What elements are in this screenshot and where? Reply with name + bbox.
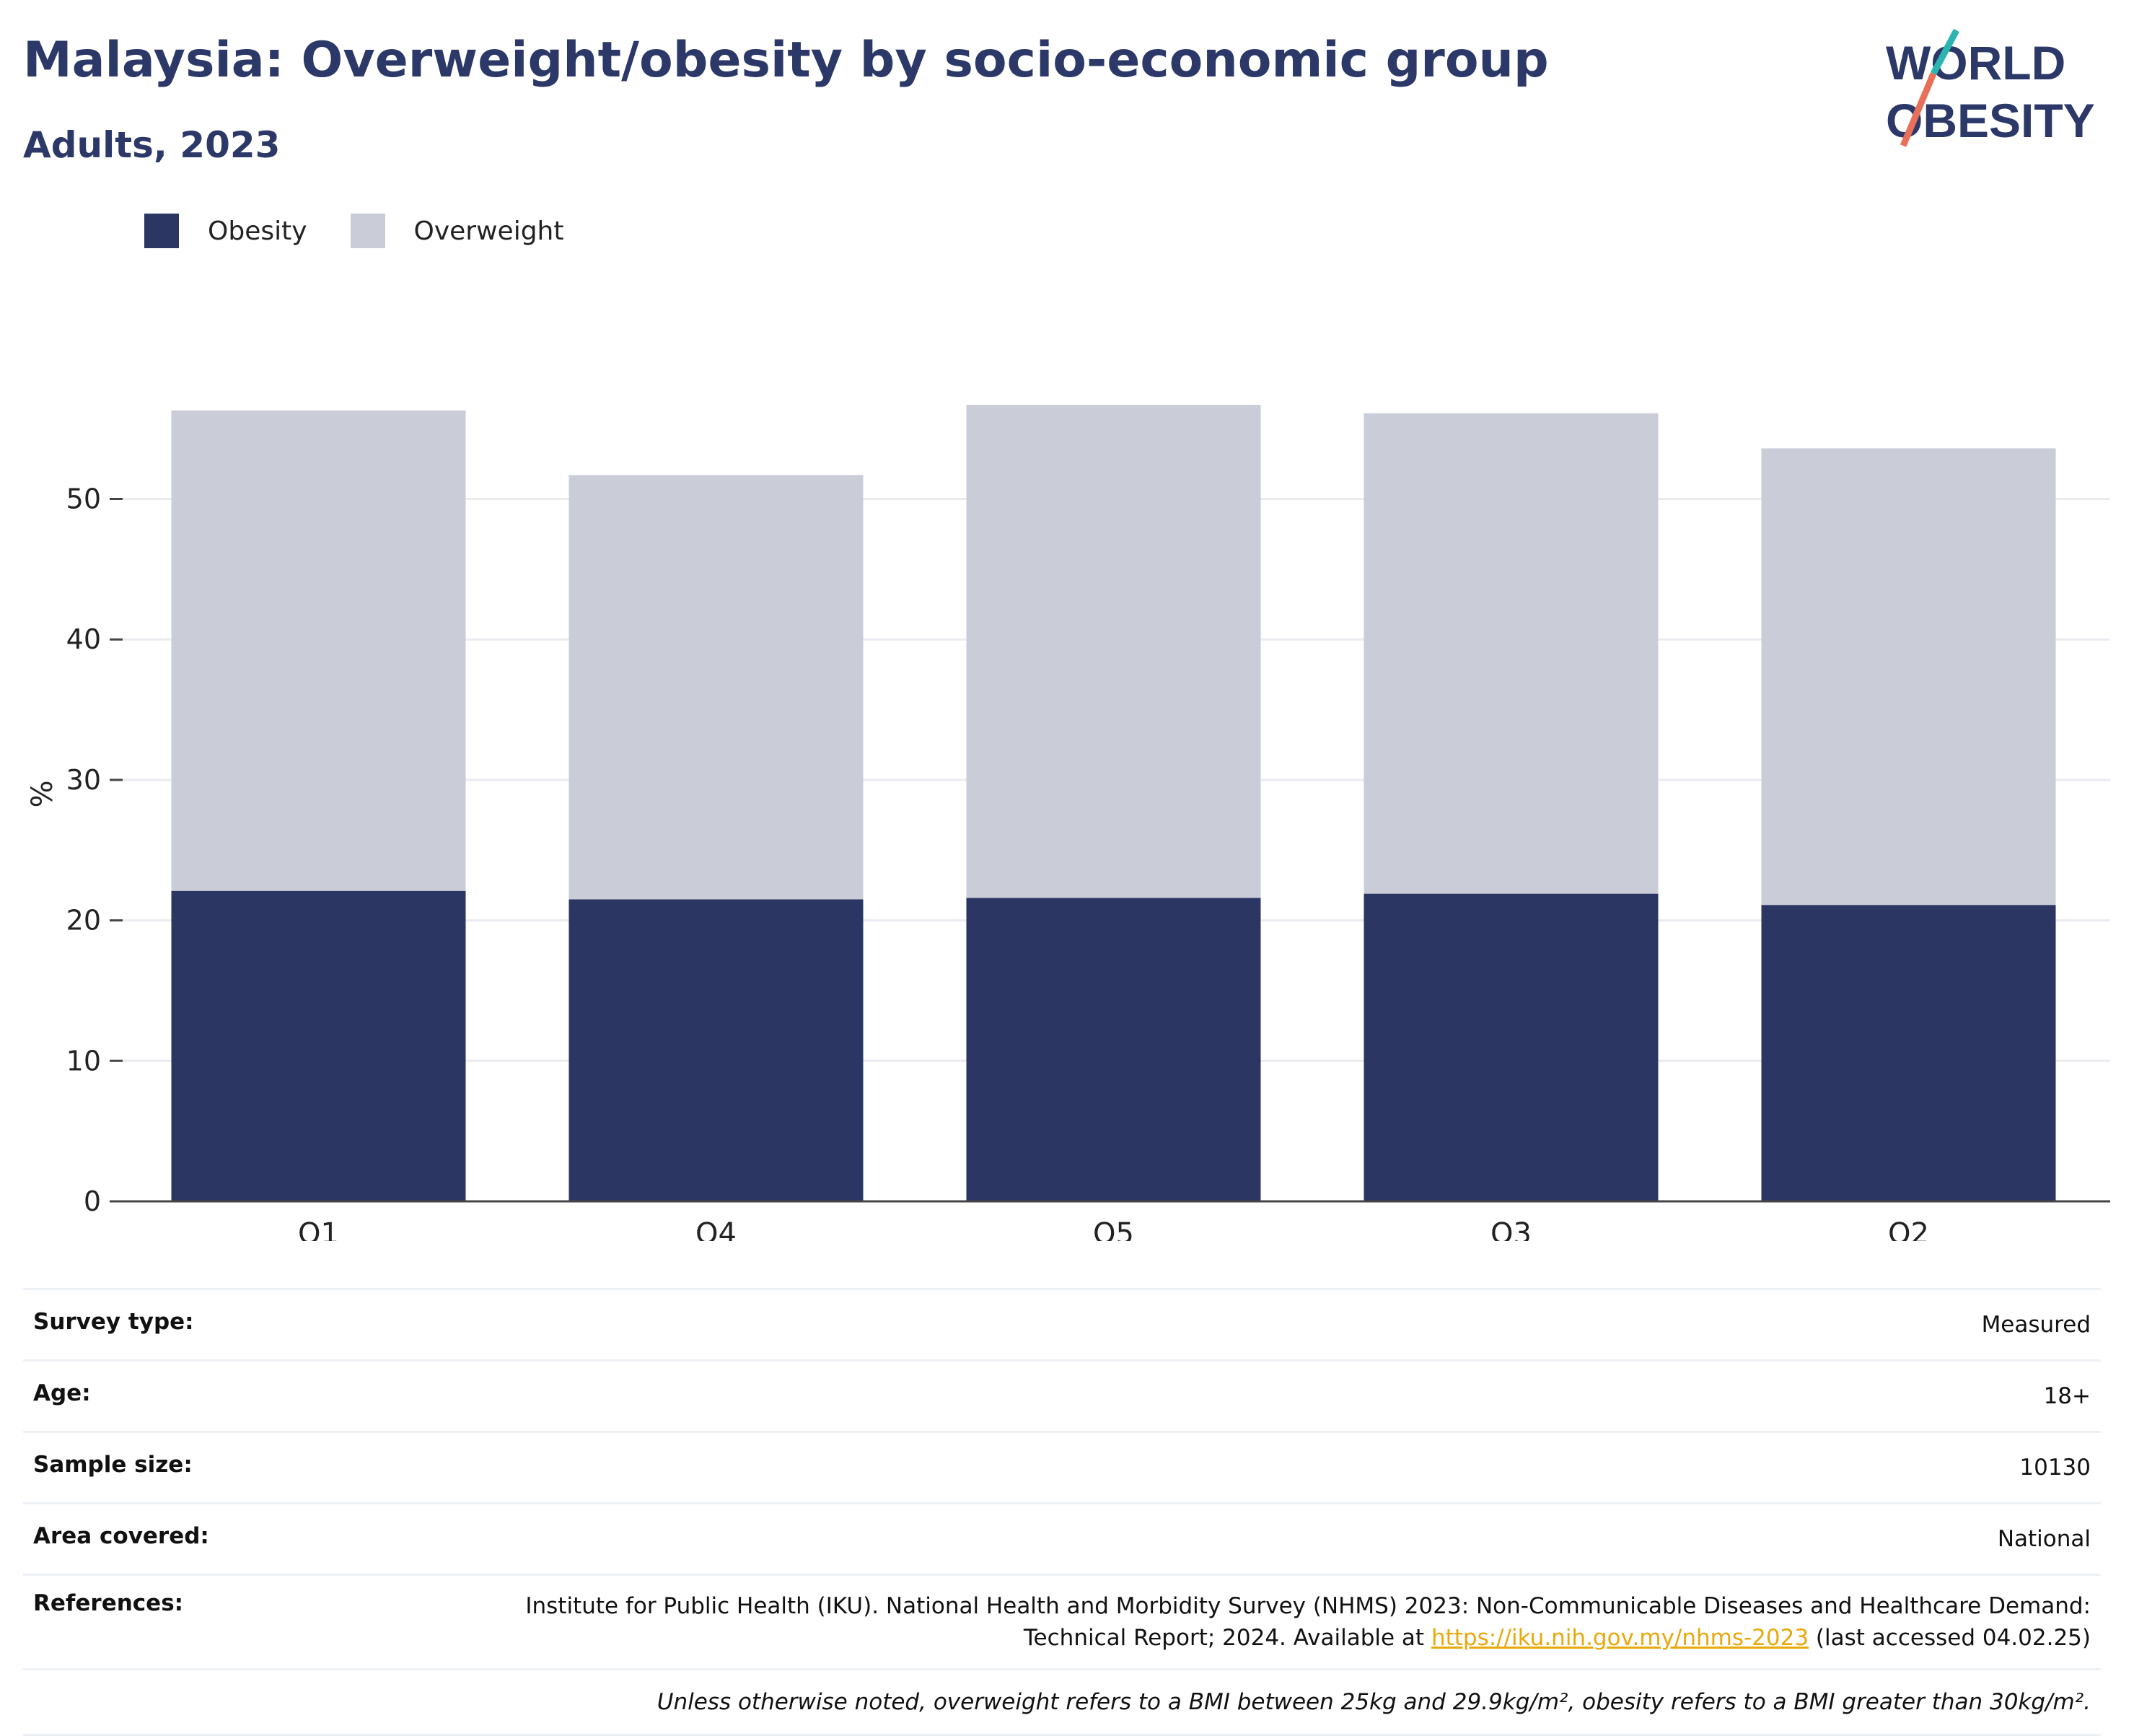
bar-obesity-q4 — [568, 899, 864, 1201]
info-label: Age: — [33, 1380, 91, 1406]
info-value: 10130 — [2019, 1455, 2091, 1481]
logo-coral-stroke — [1900, 72, 1937, 147]
x-tick-label: Q1 — [298, 1217, 339, 1241]
bar-overweight-q2 — [1761, 448, 2056, 906]
bar-overweight-q1 — [171, 410, 466, 891]
references-text: Institute for Public Health (IKU). Natio… — [431, 1590, 2091, 1654]
stacked-bar-chart: 0 10 20 30 40 50% Q1 Q4 Q5 Q3 Q2 — [26, 405, 2110, 1241]
info-row-sample-size: Sample size: 10130 — [23, 1431, 2101, 1502]
note-text: Unless otherwise noted, overweight refer… — [657, 1689, 2091, 1715]
legend-item-overweight[interactable]: Overweight — [350, 214, 564, 248]
info-label: References: — [33, 1590, 184, 1616]
info-label: Survey type: — [33, 1309, 194, 1335]
references-accessed: (last accessed 04.02.25) — [1809, 1625, 2091, 1651]
bar-obesity-q3 — [1364, 893, 1659, 1201]
info-value: National — [1997, 1526, 2091, 1552]
references-link[interactable]: https://iku.nih.gov.my/nhms-2023 — [1431, 1625, 1809, 1651]
y-tick-label: 20 — [66, 905, 101, 937]
x-tick-label: Q4 — [695, 1217, 737, 1241]
survey-info-table: Survey type: Measured Age: 18+ Sample si… — [23, 1288, 2101, 1736]
legend-item-obesity[interactable]: Obesity — [144, 214, 307, 248]
x-tick-label: Q2 — [1888, 1217, 1929, 1241]
legend-swatch-obesity — [144, 214, 179, 248]
y-axis-label: % — [26, 780, 59, 807]
bmi-definition-note: Unless otherwise noted, overweight refer… — [23, 1668, 2101, 1734]
bar-overweight-q3 — [1364, 413, 1659, 894]
references-citation: Institute for Public Health (IKU). Natio… — [525, 1593, 2091, 1651]
y-tick-label: 0 — [84, 1185, 101, 1217]
legend-swatch-overweight — [350, 214, 385, 248]
chart-legend: Obesity Overweight — [144, 214, 607, 248]
x-tick-label: Q3 — [1490, 1217, 1532, 1241]
info-row-age: Age: 18+ — [23, 1359, 2101, 1431]
info-value: Measured — [1981, 1312, 2091, 1338]
info-label: Sample size: — [33, 1452, 193, 1478]
world-obesity-logo: WORLD OBESITY — [1886, 29, 2095, 147]
info-value: 18+ — [2043, 1383, 2091, 1409]
y-tick-label: 30 — [66, 764, 101, 796]
chart-title: Malaysia: Overweight/obesity by socio-ec… — [23, 32, 1549, 89]
bar-overweight-q4 — [568, 475, 864, 900]
x-tick-label: Q5 — [1093, 1217, 1134, 1241]
bar-obesity-q5 — [966, 898, 1261, 1201]
y-tick-label: 40 — [66, 623, 101, 655]
info-row-survey-type: Survey type: Measured — [23, 1288, 2101, 1359]
chart-subtitle: Adults, 2023 — [23, 124, 281, 166]
info-label: Area covered: — [33, 1523, 209, 1549]
info-row-area: Area covered: National — [23, 1502, 2101, 1574]
bar-obesity-q1 — [171, 890, 466, 1201]
legend-label-obesity: Obesity — [208, 216, 307, 246]
info-row-references: References: Institute for Public Health … — [23, 1574, 2101, 1668]
logo-teal-stroke — [1931, 29, 1959, 76]
y-tick-label: 50 — [66, 483, 101, 515]
y-tick-label: 10 — [66, 1045, 101, 1077]
bar-overweight-q5 — [966, 405, 1261, 898]
legend-label-overweight: Overweight — [413, 216, 564, 246]
logo-line1: WORLD — [1886, 36, 2065, 89]
bar-obesity-q2 — [1761, 905, 2056, 1201]
